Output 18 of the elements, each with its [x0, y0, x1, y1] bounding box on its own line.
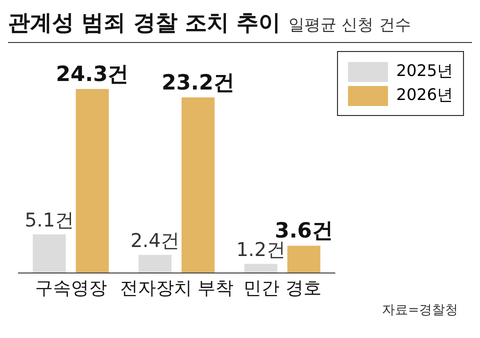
chart-title: 관계성 범죄 경찰 조치 추이: [8, 10, 281, 38]
data-label: 23.2건: [162, 70, 234, 94]
x-tick-label: 구속영장: [34, 278, 107, 299]
legend-label: 2025년: [396, 61, 453, 82]
data-label: 2.4건: [130, 230, 180, 252]
bar: [287, 246, 320, 273]
chart-subtitle: 일평균 신청 건수: [288, 15, 411, 36]
legend-label: 2026년: [396, 85, 453, 106]
x-tick-label: 민간 경호: [244, 278, 322, 299]
bar: [76, 89, 109, 273]
x-tick-label: 전자장치 부착: [120, 278, 234, 299]
bar: [182, 97, 215, 273]
bar: [138, 254, 172, 273]
data-label: 24.3건: [56, 62, 129, 86]
text: 자료=경찰청: [381, 302, 459, 319]
data-label: 5.1건: [24, 209, 74, 232]
bar: [244, 264, 278, 273]
bar: [32, 234, 66, 273]
